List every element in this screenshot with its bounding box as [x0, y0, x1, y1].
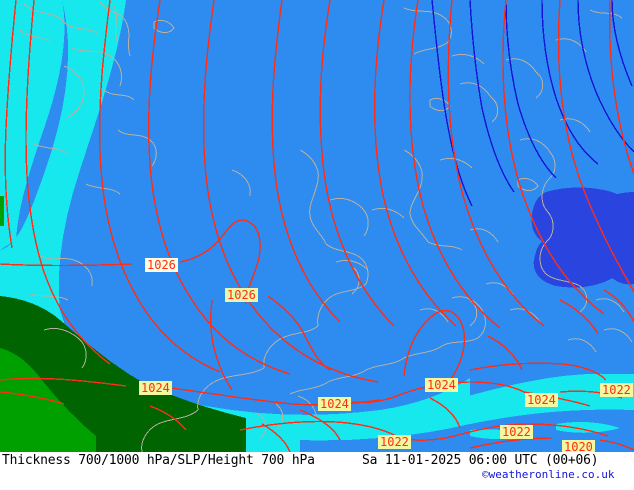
- height-contour: [431, 0, 473, 207]
- isobar: [447, 0, 545, 327]
- isobar-1024: [0, 377, 127, 387]
- isobar-label: 1024: [425, 378, 458, 392]
- thickness-band-darkblue-tail: [602, 192, 634, 285]
- isobar-label: 1026: [225, 288, 258, 302]
- isobar-extra: [559, 299, 599, 335]
- isobar-group: [0, 0, 634, 452]
- isobar-1020: [599, 439, 634, 451]
- isobar-1024: [403, 309, 453, 377]
- isobar-1024: [171, 387, 293, 405]
- isobar-1024: [0, 391, 65, 405]
- isobar-label: 1024: [318, 397, 351, 411]
- isobar-extra: [261, 423, 291, 452]
- isobar-1026: [179, 219, 261, 305]
- map-svg: [0, 0, 634, 452]
- isobar-1026b: [209, 299, 233, 391]
- footer-credit-link[interactable]: ©weatheronline.co.uk: [482, 468, 615, 481]
- isobar: [608, 0, 634, 175]
- isobar-1020: [469, 437, 553, 449]
- isobar: [502, 0, 605, 315]
- height-contour: [611, 0, 633, 87]
- isobar-1024: [449, 311, 466, 381]
- isobar-1026b: [267, 295, 331, 371]
- thickness-green-strip: [0, 196, 4, 226]
- isobar-extra: [487, 335, 523, 371]
- isobar: [409, 0, 501, 329]
- height-contour: [469, 0, 515, 193]
- isobar-label: 1020: [562, 440, 595, 452]
- isobar-label: 1024: [525, 393, 558, 407]
- isobar-label: 1026: [145, 258, 178, 272]
- isobar-1022: [399, 423, 529, 441]
- thickness-speck-b: [556, 421, 620, 433]
- isobar-1022: [239, 420, 401, 439]
- height-contour-group: [431, 0, 634, 207]
- footer-title: Thickness 700/1000 hPa/SLP/Height 700 hP…: [2, 453, 315, 468]
- isobar-extra: [429, 397, 461, 429]
- isobar-extra: [149, 405, 187, 431]
- isobar-1026: [0, 263, 133, 267]
- isobar-label: 1022: [378, 435, 411, 449]
- isobar-1024: [401, 381, 525, 395]
- isobar: [319, 0, 395, 327]
- footer-valid-time: Sa 11-01-2025 06:00 UTC (00+06): [362, 453, 599, 468]
- map-footer: Thickness 700/1000 hPa/SLP/Height 700 hP…: [0, 452, 634, 490]
- thickness-band-darkblue-lobe: [533, 238, 623, 288]
- isobar-label: 1024: [139, 381, 172, 395]
- height-contour: [577, 0, 634, 153]
- isobar: [271, 0, 341, 323]
- isobar: [557, 0, 634, 293]
- isobar-1022: [469, 362, 607, 381]
- isobar: [202, 0, 379, 383]
- isobar-label: 1022: [600, 383, 633, 397]
- weather-map-canvas[interactable]: 1026 1026 1024 1024 1024 1024 1022 1022 1022 1020: [0, 0, 634, 452]
- isobar-extra: [603, 289, 634, 323]
- isobar-extra: [299, 409, 341, 441]
- isobar: [4, 0, 17, 249]
- isobar: [98, 0, 221, 373]
- isobar-1024: [351, 393, 403, 404]
- height-contour: [505, 0, 557, 179]
- isobar-label: 1022: [500, 425, 533, 439]
- isobar-1022: [527, 423, 609, 437]
- height-contour: [541, 0, 599, 165]
- isobar: [373, 0, 457, 327]
- isobar: [148, 0, 291, 375]
- isobar: [25, 0, 111, 365]
